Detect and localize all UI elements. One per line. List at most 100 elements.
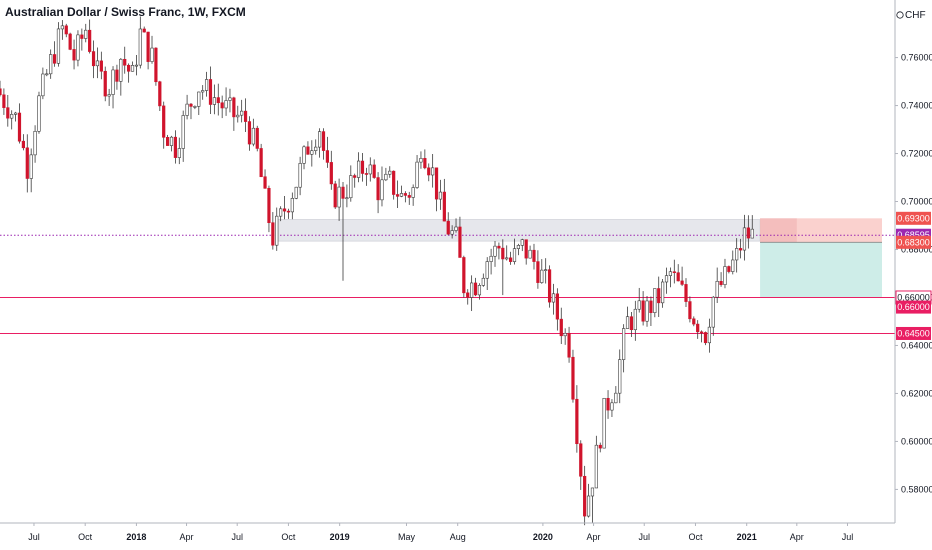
candle-body-up (318, 131, 322, 148)
price-label-stop: 0.69300 (896, 211, 931, 225)
candle-body-down (341, 186, 345, 199)
candle-body-up (520, 239, 524, 246)
candle (208, 66, 213, 115)
candle (204, 71, 209, 97)
candle-body-up (618, 359, 622, 394)
candle-body-down (68, 33, 72, 50)
candle (723, 258, 727, 289)
candle-body-up (177, 148, 181, 158)
resistance-zone (276, 219, 761, 242)
candle-body-down (115, 69, 119, 82)
x-tick-label: Jul (28, 532, 40, 542)
candle (446, 212, 450, 236)
zones-layer (276, 218, 882, 298)
candle (586, 483, 591, 518)
candle (290, 192, 294, 220)
candle-body-down (509, 257, 513, 262)
candle-body-down (575, 398, 579, 445)
candle (115, 64, 119, 90)
candle-body-down (263, 176, 267, 189)
candle (575, 385, 579, 453)
candle (130, 61, 135, 72)
candle-body-down (524, 239, 528, 259)
candle (142, 26, 146, 33)
candle (103, 66, 107, 102)
candle-body-down (583, 475, 587, 517)
candle-body-down (142, 28, 146, 33)
candle (364, 167, 368, 186)
candle-body-up (731, 259, 735, 272)
candle (29, 148, 33, 193)
candle-body-down (267, 187, 271, 224)
candle-body-down (52, 54, 57, 64)
candle (286, 208, 291, 219)
candle-body-up (590, 487, 595, 497)
candle-body-down (17, 112, 22, 142)
candle-body-down (497, 245, 501, 249)
candle-body-down (606, 397, 610, 411)
candle-body-down (567, 332, 571, 358)
candle-body-up (236, 114, 240, 118)
candle-body-up (668, 271, 673, 276)
candle (434, 167, 439, 212)
candle-body-up (586, 495, 591, 517)
price-label-level: 0.64500 (896, 326, 931, 340)
candle-body-down (247, 121, 252, 145)
candle (17, 103, 22, 144)
candle-body-down (329, 162, 333, 185)
candle (731, 250, 735, 275)
candle (653, 288, 657, 318)
candle (590, 487, 595, 523)
candle (243, 98, 248, 132)
candle-body-up (622, 328, 626, 360)
x-tick-label: Jul (231, 532, 243, 542)
candle (368, 157, 372, 182)
candle (606, 390, 610, 419)
candle-body-up (384, 173, 388, 181)
candle (481, 273, 485, 287)
price-label-box (896, 326, 931, 340)
candle-body-up (275, 215, 279, 246)
candle (629, 312, 634, 338)
x-tick-label: 2019 (330, 532, 350, 542)
chart-title: Australian Dollar / Swiss Franc, 1W, FXC… (5, 5, 246, 19)
candle (618, 349, 622, 404)
candle (68, 32, 72, 51)
candle (52, 41, 57, 67)
candle (56, 22, 61, 67)
candle-body-up (251, 127, 255, 145)
candle (458, 216, 462, 258)
candle (742, 214, 747, 261)
x-tick-label: May (398, 532, 416, 542)
candle-body-down (158, 81, 162, 107)
candle (750, 215, 754, 239)
x-tick-label: Jul (638, 532, 650, 542)
candle-body-down (532, 249, 536, 262)
candle-body-up (310, 150, 314, 155)
candle-body-up (594, 444, 598, 489)
candle (598, 442, 602, 453)
y-tick-label: 0.70000 (901, 197, 932, 207)
candle (166, 134, 170, 146)
candle-body-up (602, 397, 606, 449)
candle-body-up (150, 47, 154, 62)
candle (738, 238, 743, 259)
candle (684, 278, 688, 308)
x-tick-label: Oct (688, 532, 703, 542)
candle (314, 139, 318, 155)
candle-body-up (95, 60, 100, 67)
candle-body-up (540, 269, 544, 283)
candle (306, 141, 310, 155)
candle (699, 330, 704, 343)
candle-body-down (688, 301, 692, 320)
candle-body-up (10, 114, 14, 119)
candle-body-up (368, 164, 372, 175)
candle-body-up (512, 248, 517, 262)
candle (138, 16, 142, 69)
candle (376, 172, 380, 214)
candle (696, 320, 700, 339)
candle (641, 291, 645, 326)
candle-body-up (185, 103, 189, 116)
candle-body-up (119, 58, 123, 82)
